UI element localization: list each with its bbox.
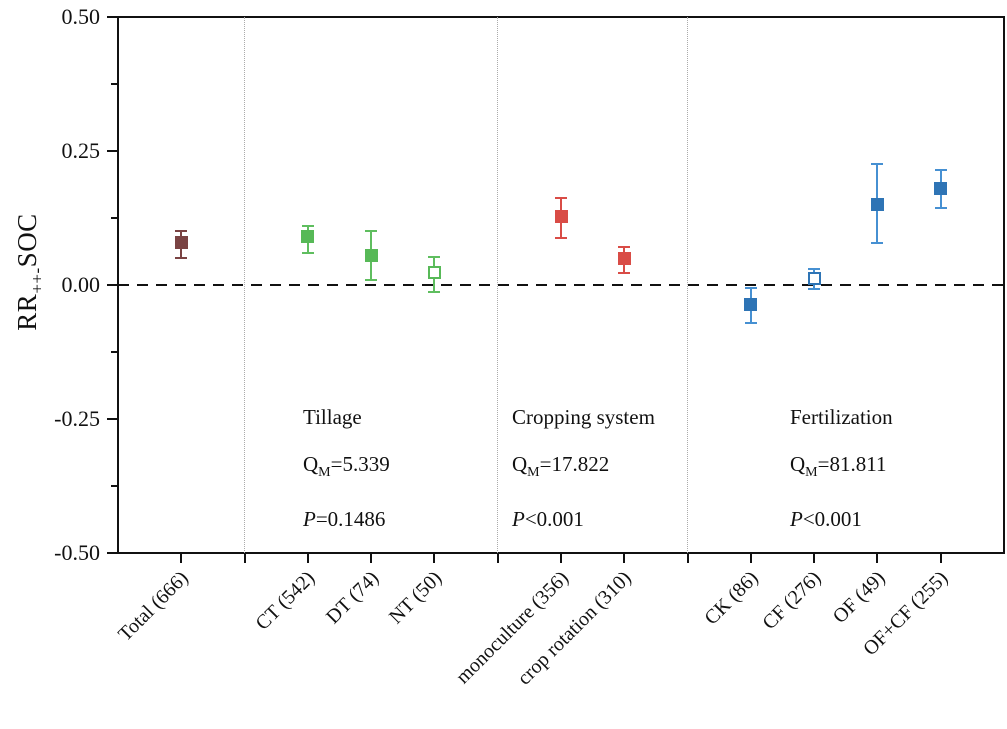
x-axis-category-label-text: NT (50)	[384, 567, 446, 629]
group-qm-stat: QM=81.811	[790, 450, 893, 487]
group-qm-stat: QM=17.822	[512, 450, 655, 487]
y-axis-tick-label: 0.25	[61, 138, 101, 163]
y-axis-major-tick	[107, 418, 117, 420]
x-axis-tick	[749, 554, 752, 563]
p-value: =0.1486	[315, 507, 386, 532]
data-point-marker	[934, 182, 948, 196]
x-axis-category-label-text: CF (276)	[758, 567, 826, 635]
y-axis-major-tick	[107, 16, 117, 18]
group-p-stat: P<0.001	[512, 505, 655, 534]
qm-value: =17.822	[539, 452, 610, 476]
data-point-marker	[427, 265, 441, 279]
qm-subscript: M	[527, 465, 540, 481]
x-axis-tick	[496, 554, 499, 563]
error-bar-cap-bottom	[871, 242, 884, 245]
x-axis-tick	[939, 554, 942, 563]
qm-subscript: M	[805, 465, 818, 481]
y-axis-minor-tick	[111, 351, 117, 353]
x-axis-tick	[306, 554, 309, 563]
p-symbol: P	[303, 507, 316, 532]
x-axis-tick	[686, 554, 689, 563]
error-bar-cap-top	[428, 256, 441, 259]
y-axis-label-main: RR	[12, 293, 42, 331]
group-annotation-cropping-system: Cropping system QM=17.822 P<0.001	[512, 403, 655, 552]
data-point-marker	[870, 198, 884, 212]
y-axis-label-rest: SOC	[12, 213, 42, 268]
error-bar-cap-top	[871, 163, 884, 166]
x-axis-category-label-text: crop rotation (310)	[513, 567, 636, 690]
p-symbol: P	[512, 507, 525, 532]
group-qm-stat: QM=5.339	[303, 450, 390, 487]
group-title: Cropping system	[512, 405, 655, 429]
error-bar-cap-bottom	[555, 236, 567, 239]
error-bar-cap-bottom	[365, 278, 378, 281]
error-bar-cap-top	[744, 286, 757, 289]
data-point-marker	[617, 251, 631, 265]
qm-symbol: Q	[790, 452, 806, 476]
data-point-marker	[554, 210, 568, 224]
y-axis-tick-label: 0.00	[61, 272, 101, 297]
group-title: Tillage	[303, 405, 362, 429]
x-axis-category-label-text: CT (542)	[251, 567, 320, 635]
group-annotation-fertilization: Fertilization QM=81.811 P<0.001	[790, 403, 893, 552]
x-axis-tick	[623, 554, 626, 563]
data-point-marker	[301, 230, 315, 244]
y-axis-major-tick	[107, 284, 117, 286]
zero-reference-line	[118, 283, 1004, 287]
group-p-stat: P=0.1486	[303, 505, 390, 534]
y-axis-tick-label: -0.25	[54, 406, 100, 431]
error-bar-cap-top	[808, 267, 821, 270]
x-axis-category-label-text: DT (74)	[321, 567, 383, 629]
y-axis-minor-tick	[111, 83, 117, 85]
x-axis-tick	[560, 554, 562, 563]
y-axis-major-tick	[107, 150, 117, 152]
x-axis-category-label-text: CK (86)	[700, 567, 763, 630]
y-axis-major-tick	[107, 552, 117, 554]
data-point-marker	[807, 271, 821, 285]
error-bar-cap-bottom	[301, 251, 314, 254]
error-bar-cap-top	[618, 245, 631, 248]
error-bar-cap-top	[175, 230, 188, 233]
error-bar-cap-bottom	[428, 290, 441, 293]
error-bar-cap-bottom	[744, 322, 757, 325]
error-bar-cap-bottom	[934, 206, 947, 209]
error-bar-cap-top	[365, 230, 378, 233]
x-axis-category-label-text: Total (666)	[114, 567, 193, 646]
x-axis-category-label-text: monoculture (356)	[451, 567, 573, 689]
qm-subscript: M	[318, 465, 331, 481]
group-annotation-tillage: Tillage QM=5.339 P=0.1486	[303, 403, 390, 552]
p-value: <0.001	[524, 507, 584, 532]
data-point-marker	[744, 298, 758, 312]
group-title: Fertilization	[790, 405, 893, 429]
x-axis-tick	[876, 554, 879, 563]
x-axis-tick	[813, 554, 816, 563]
error-bar-cap-bottom	[175, 257, 188, 260]
error-bar-cap-top	[301, 225, 314, 228]
error-bar-cap-bottom	[808, 288, 821, 291]
x-axis-tick	[243, 554, 246, 563]
error-bar-cap-bottom	[618, 272, 631, 275]
error-bar-cap-top	[555, 197, 567, 200]
y-axis-tick-label: 0.50	[61, 4, 101, 29]
qm-value: =81.811	[817, 452, 887, 476]
qm-value: =5.339	[330, 452, 390, 476]
y-axis-tick-label: -0.50	[54, 540, 100, 565]
y-axis-minor-tick	[111, 485, 117, 487]
group-p-stat: P<0.001	[790, 505, 893, 534]
data-point-marker	[364, 249, 378, 263]
p-symbol: P	[790, 507, 803, 532]
p-value: <0.001	[802, 507, 862, 532]
qm-symbol: Q	[512, 452, 528, 476]
y-axis-minor-tick	[111, 217, 117, 219]
x-axis-category-label-text: OF (49)	[828, 567, 889, 628]
error-bar-cap-top	[934, 168, 947, 171]
qm-symbol: Q	[303, 452, 319, 476]
data-point-marker	[174, 235, 188, 249]
x-axis-tick	[180, 554, 183, 563]
x-axis-tick	[370, 554, 373, 563]
x-axis-tick	[433, 554, 436, 563]
